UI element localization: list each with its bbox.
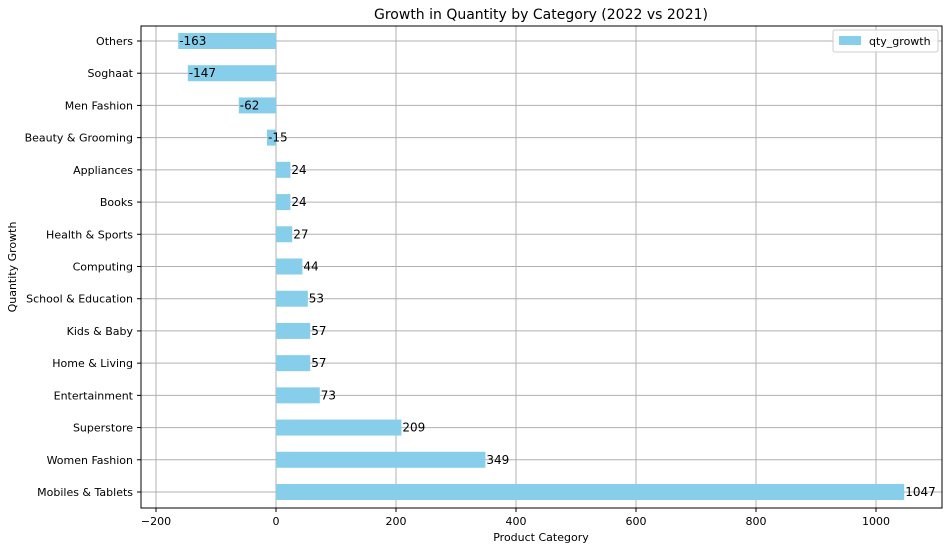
bar-value-label: -62: [240, 98, 260, 112]
x-tick-label: −200: [141, 515, 171, 528]
y-tick-label: School & Education: [26, 293, 133, 306]
bar: [178, 33, 276, 49]
bar-value-label: 24: [291, 195, 306, 209]
bar: [238, 97, 276, 114]
y-tick-label: Men Fashion: [65, 99, 133, 112]
bar-value-label: 349: [486, 453, 509, 467]
bar: [276, 161, 291, 178]
y-tick-label: Beauty & Grooming: [25, 132, 133, 145]
bar-value-label: 53: [309, 292, 324, 306]
legend-swatch: [839, 36, 861, 45]
legend: qty_growth: [832, 29, 939, 53]
bar-value-label: 24: [291, 163, 306, 177]
bar: [276, 290, 308, 307]
bar-value-label: -163: [179, 34, 206, 48]
x-tick-label: 400: [506, 515, 527, 528]
bar: [267, 129, 276, 146]
bar: [276, 258, 303, 275]
y-tick-label: Health & Sports: [46, 228, 133, 241]
x-tick-label: 0: [273, 515, 280, 528]
bar-value-label: 57: [311, 324, 326, 338]
y-tick-label: Entertainment: [54, 389, 134, 402]
bar-value-label: -147: [189, 66, 216, 80]
bar: [276, 387, 320, 404]
bar-value-label: 1047: [905, 485, 936, 499]
y-tick-label: Home & Living: [52, 357, 133, 370]
bar: [276, 484, 905, 500]
bar: [187, 65, 276, 82]
bars-group: [178, 33, 905, 500]
bar: [276, 419, 402, 436]
x-axis-ticks: −200 0 200 400 600 800 1000: [141, 508, 890, 528]
bar-value-label: 27: [293, 227, 308, 241]
y-axis-title: Quantity Growth: [6, 222, 19, 313]
bar: [276, 355, 311, 372]
bar-value-label: 209: [402, 421, 425, 435]
bar: [276, 226, 293, 243]
legend-label: qty_growth: [869, 35, 931, 48]
y-tick-label: Women Fashion: [47, 454, 133, 467]
x-tick-label: 600: [626, 515, 647, 528]
bar: [276, 194, 291, 211]
bar-value-label: 73: [321, 388, 336, 402]
bar-value-label: 57: [311, 356, 326, 370]
x-tick-label: 1000: [862, 515, 890, 528]
bar-value-label: -15: [268, 131, 288, 145]
chart-title: Growth in Quantity by Category (2022 vs …: [374, 7, 708, 23]
x-tick-label: 800: [746, 515, 767, 528]
legend-box: [832, 29, 939, 53]
y-tick-label: Kids & Baby: [67, 325, 134, 338]
bar: [276, 451, 486, 468]
bar: [276, 322, 311, 339]
x-axis-title: Product Category: [493, 531, 589, 544]
y-tick-label: Computing: [73, 261, 133, 274]
y-tick-label: Mobiles & Tablets: [37, 486, 133, 499]
grid-lines: [141, 26, 942, 508]
value-labels-group: 1047 349 209 73 57 57 53 44 27 24 24 -15 -62 -147 -163: [179, 34, 936, 499]
y-tick-label: Appliances: [73, 164, 133, 177]
y-tick-label: Others: [96, 35, 133, 48]
y-axis-ticks: Mobiles & Tablets Women Fashion Superstore…: [25, 35, 141, 499]
bar-value-label: 44: [303, 260, 318, 274]
x-tick-label: 200: [386, 515, 407, 528]
y-tick-label: Superstore: [73, 422, 133, 435]
y-tick-label: Soghaat: [88, 67, 134, 80]
y-tick-label: Books: [100, 196, 133, 209]
